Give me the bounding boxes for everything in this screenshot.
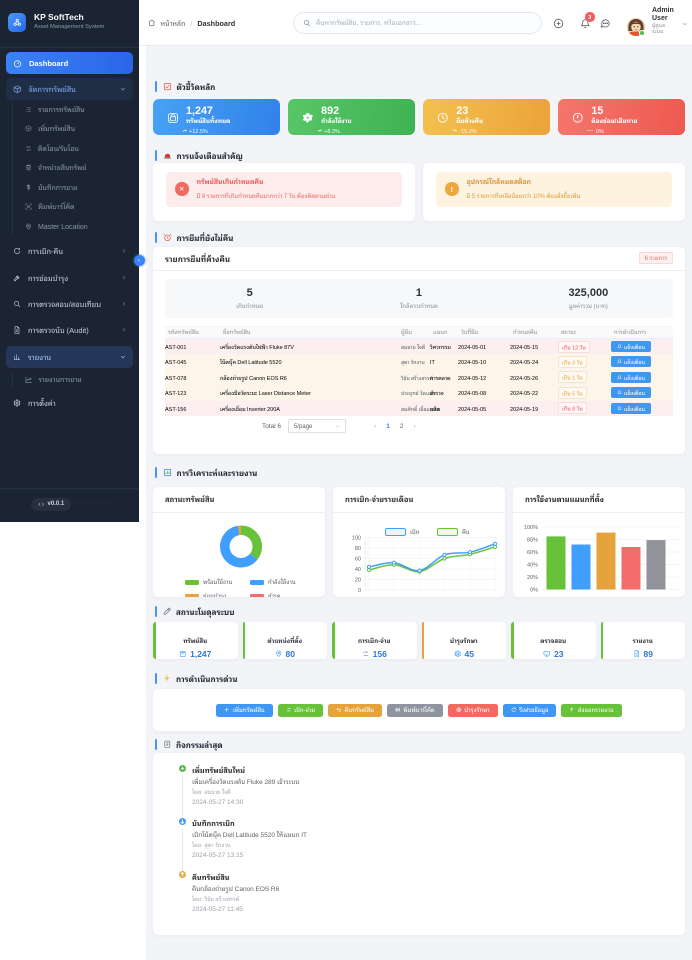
svg-text:80%: 80% (527, 538, 538, 544)
svg-text:20%: 20% (527, 575, 538, 581)
svg-text:80: 80 (355, 546, 361, 552)
svg-text:40%: 40% (527, 563, 538, 569)
svg-text:60: 60 (355, 557, 361, 563)
svg-text:60%: 60% (527, 550, 538, 556)
svg-text:0%: 0% (530, 588, 538, 594)
svg-text:100: 100 (352, 536, 361, 542)
svg-text:40: 40 (355, 567, 361, 573)
svg-text:100%: 100% (524, 525, 538, 531)
svg-text:0: 0 (358, 588, 361, 594)
svg-text:20: 20 (355, 578, 361, 584)
